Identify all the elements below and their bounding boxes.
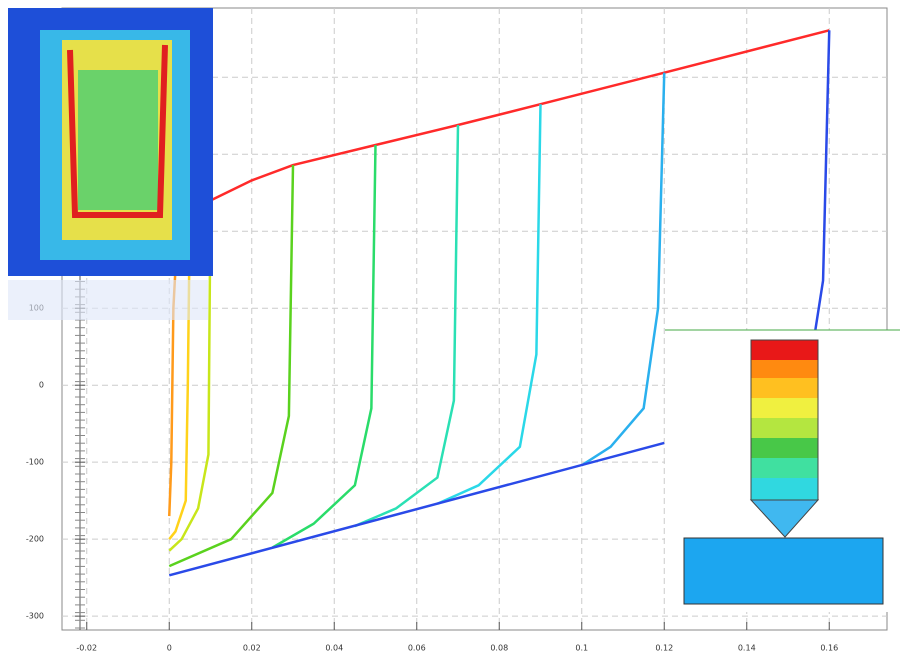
line	[168, 200, 212, 552]
line	[168, 211, 192, 540]
x-tick-label: 0.1	[575, 644, 588, 653]
x-tick-label: 0.16	[820, 644, 838, 653]
line	[271, 145, 377, 549]
x-tick-label: 0.08	[490, 644, 508, 653]
inset-band	[751, 398, 818, 418]
line	[354, 124, 460, 528]
y-tick-label: 0	[39, 381, 44, 390]
y-tick-label: -200	[26, 535, 44, 544]
inset-reflection	[8, 280, 208, 320]
y-tick-label: -100	[26, 458, 44, 467]
x-tick-label: 0.12	[655, 644, 673, 653]
inset-band	[78, 70, 158, 210]
inset-band	[751, 438, 818, 458]
inset-outline	[750, 339, 819, 501]
inset-band	[751, 360, 818, 378]
inset-band	[67, 44, 168, 218]
inset-band	[751, 378, 818, 398]
line	[436, 104, 542, 505]
inset-band	[751, 458, 818, 478]
y-tick-label: -300	[26, 612, 44, 621]
x-tick-label: 0.04	[325, 644, 343, 653]
x-tick-label: 0.14	[738, 644, 756, 653]
line	[168, 165, 295, 568]
inset-band	[751, 340, 818, 360]
x-tick-label: -0.02	[76, 644, 97, 653]
inset-band	[751, 478, 818, 500]
x-tick-label: 0.06	[408, 644, 426, 653]
line	[581, 72, 666, 467]
line	[168, 441, 665, 577]
heatmap-inset	[8, 8, 213, 320]
inset-band	[751, 418, 818, 438]
indenter-inset	[665, 329, 900, 612]
x-tick-label: 0	[167, 644, 172, 653]
x-tick-label: 0.02	[243, 644, 261, 653]
inset-block	[683, 537, 884, 605]
